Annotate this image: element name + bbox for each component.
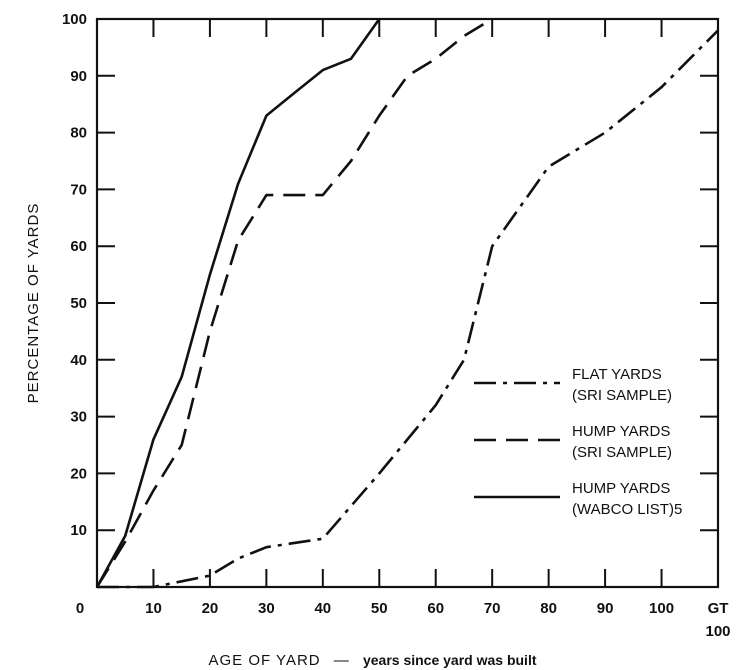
y-tick-label: 50 — [70, 295, 87, 312]
y-axis-title: PERCENTAGE OF YARDS — [25, 203, 42, 404]
x-tick-label: 0 — [76, 600, 84, 617]
x-tick-label: 100 — [649, 600, 674, 617]
y-tick-label: 70 — [70, 181, 87, 198]
x-tick-label: GT — [708, 600, 729, 617]
y-tick-label: 100 — [62, 11, 87, 28]
x-tick-label: 60 — [427, 600, 444, 617]
legend: FLAT YARDS (SRI SAMPLE) HUMP YARDS (SRI SAM… — [474, 366, 682, 518]
y-tick-label: 90 — [70, 68, 87, 85]
series-line-2 — [95, 17, 493, 588]
y-tick-label: 20 — [70, 465, 87, 482]
x-axis-title-sub: years since yard was built — [363, 652, 537, 668]
legend-label-3: HUMP YARDS — [572, 480, 670, 497]
x-tick-label-line2: 100 — [705, 623, 730, 640]
series-line-1 — [97, 29, 719, 589]
legend-sublabel-1: (SRI SAMPLE) — [572, 387, 672, 404]
y-tick-label: 30 — [70, 409, 87, 426]
legend-label-1: FLAT YARDS — [572, 366, 662, 383]
y-tick-label: 60 — [70, 238, 87, 255]
y-tick-label: 40 — [70, 352, 87, 369]
ticks: 0 10 20 30 40 50 60 70 80 90 100 GT 100 10 20 30 40 50 60 7… — [62, 11, 731, 640]
legend-label-2: HUMP YARDS — [572, 423, 670, 440]
legend-sublabel-2: (SRI SAMPLE) — [572, 444, 672, 461]
series-line-3 — [95, 18, 381, 588]
x-tick-label: 20 — [202, 600, 219, 617]
x-tick-label: 50 — [371, 600, 388, 617]
y-tick-label: 80 — [70, 125, 87, 142]
x-axis-title-main: AGE OF YARD — [208, 652, 320, 669]
x-tick-label: 30 — [258, 600, 275, 617]
series-lines — [95, 17, 719, 589]
x-tick-label: 70 — [484, 600, 501, 617]
x-tick-label: 80 — [540, 600, 557, 617]
x-axis-title-sep: — — [334, 652, 350, 669]
y-tick-label: 10 — [70, 522, 87, 539]
x-axis-title: AGE OF YARD — years since yard was built — [208, 652, 536, 669]
x-tick-label: 90 — [597, 600, 614, 617]
x-tick-label: 10 — [145, 600, 162, 617]
x-tick-label: 40 — [314, 600, 331, 617]
legend-sublabel-3: (WABCO LIST)5 — [572, 501, 682, 518]
